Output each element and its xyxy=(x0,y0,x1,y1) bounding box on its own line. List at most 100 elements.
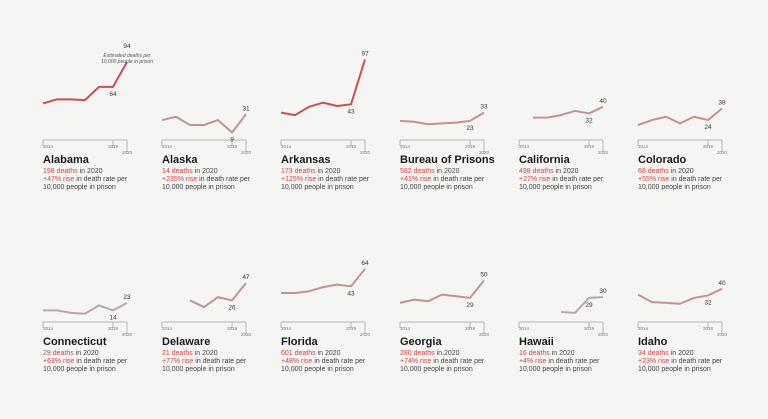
rise-line: +23% rise in death rate per xyxy=(638,358,756,366)
label-2020: 30 xyxy=(599,288,607,295)
series-line xyxy=(42,61,128,105)
per-line: 10,000 people in prison xyxy=(162,184,235,191)
rise-suffix: in death rate per xyxy=(431,358,485,365)
panel-title: Delaware xyxy=(162,336,211,348)
panel-delaware: 2014 2019 2020 26 47 Delaware 21 deaths in 20… xyxy=(161,222,281,402)
rise-suffix: in death rate per xyxy=(316,176,370,183)
x-tick-label: 2014 xyxy=(638,326,649,331)
panel-title: California xyxy=(519,154,570,166)
panel-title: Idaho xyxy=(638,336,668,348)
per-line: 10,000 people in prison xyxy=(400,366,473,373)
x-tick-label: 2014 xyxy=(281,144,292,149)
label-2019: 29 xyxy=(585,302,593,309)
deaths-count: 498 deaths xyxy=(519,168,554,175)
year-text: in 2020 xyxy=(553,168,579,175)
panel-text: Alaska 14 deaths in 2020 +235% rise in d… xyxy=(162,154,280,192)
rise-line: +48% rise in death rate per xyxy=(281,358,399,366)
year-text: in 2020 xyxy=(192,168,218,175)
rise-percent: +63% rise xyxy=(43,358,75,365)
per-line: 10,000 people in prison xyxy=(519,184,592,191)
series-line xyxy=(533,105,604,119)
series-line xyxy=(637,287,723,305)
year-text: in 2020 xyxy=(668,168,694,175)
panel-title: Arkansas xyxy=(281,154,331,166)
panel-alabama: 2014 2019 2020 64 94 Estimated deaths per 10,0… xyxy=(42,40,162,220)
rise-percent: +47% rise xyxy=(43,176,75,183)
rise-percent: +235% rise xyxy=(162,176,198,183)
deaths-count: 34 deaths xyxy=(638,350,669,357)
deaths-count: 68 deaths xyxy=(638,168,669,175)
annotation: Estimated deaths per xyxy=(103,53,151,59)
series-line xyxy=(399,279,485,304)
rise-suffix: in death rate per xyxy=(669,358,723,365)
panel-idaho: 2014 2019 2020 32 40 Idaho 34 deaths in 2020 … xyxy=(637,222,757,402)
x-tick-label: 2019 xyxy=(346,326,357,331)
panel-title: Bureau of Prisons xyxy=(400,154,495,166)
deaths-line: 29 deaths in 2020 xyxy=(43,350,161,358)
label-2020: 64 xyxy=(361,260,369,267)
label-2020: 40 xyxy=(718,280,726,287)
x-tick-label: 2014 xyxy=(519,144,530,149)
deaths-count: 280 deaths xyxy=(400,350,435,357)
per-line: 10,000 people in prison xyxy=(638,366,711,373)
panel-connecticut: 2014 2019 2020 14 23 Connecticut 29 deaths in… xyxy=(42,222,162,402)
series-line xyxy=(399,111,485,126)
panel-title: Florida xyxy=(281,336,318,348)
x-tick-label: 2020 xyxy=(598,150,609,155)
deaths-line: 173 deaths in 2020 xyxy=(281,168,399,176)
series-line xyxy=(43,302,128,315)
x-tick-label: 2020 xyxy=(717,150,728,155)
label-2019: 23 xyxy=(466,125,474,132)
label-2019: 26 xyxy=(228,304,236,311)
x-tick-label: 2019 xyxy=(465,144,476,149)
deaths-line: 21 deaths in 2020 xyxy=(162,350,280,358)
rise-line: +27% rise in death rate per xyxy=(519,176,637,184)
panel-georgia: 2014 2019 2020 29 50 Georgia 280 deaths in 20… xyxy=(399,222,519,402)
label-2019: 32 xyxy=(704,299,712,306)
year-text: in 2020 xyxy=(549,350,575,357)
year-text: in 2020 xyxy=(315,168,341,175)
label-2019: 29 xyxy=(466,302,474,309)
panel-hawaii: 2014 2019 2020 29 30 Hawaii 16 deaths in 2020… xyxy=(518,222,638,402)
deaths-line: 582 deaths in 2020 xyxy=(400,168,518,176)
x-tick-label: 2014 xyxy=(400,144,411,149)
x-tick-label: 2014 xyxy=(400,326,411,331)
rise-percent: +27% rise xyxy=(519,176,551,183)
panel-text: Bureau of Prisons 582 deaths in 2020 +41… xyxy=(400,154,518,192)
deaths-line: 198 deaths in 2020 xyxy=(43,168,161,176)
deaths-line: 280 deaths in 2020 xyxy=(400,350,518,358)
panel-title: Georgia xyxy=(400,336,442,348)
series-line xyxy=(161,113,247,134)
panel-text: Hawaii 16 deaths in 2020 +4% rise in dea… xyxy=(519,336,637,374)
x-tick-label: 2014 xyxy=(638,144,649,149)
x-tick-label: 2019 xyxy=(703,326,714,331)
rise-line: +55% rise in death rate per xyxy=(638,176,756,184)
rise-percent: +4% rise xyxy=(519,358,547,365)
per-line: 10,000 people in prison xyxy=(519,366,592,373)
panel-title: Colorado xyxy=(638,154,687,166)
per-line: 10,000 people in prison xyxy=(281,366,354,373)
year-text: in 2020 xyxy=(668,350,694,357)
x-tick-label: 2020 xyxy=(479,332,490,337)
per-line: 10,000 people in prison xyxy=(43,366,116,373)
x-tick-label: 2020 xyxy=(479,150,490,155)
x-tick-label: 2019 xyxy=(108,326,119,331)
x-tick-label: 2019 xyxy=(108,144,119,149)
x-tick-label: 2019 xyxy=(703,144,714,149)
panel-title: Hawaii xyxy=(519,336,554,348)
panel-california: 2014 2019 2020 32 40 California 498 deaths in… xyxy=(518,40,638,220)
x-tick-label: 2019 xyxy=(227,144,238,149)
panel-title: Alaska xyxy=(162,154,198,166)
label-2020: 50 xyxy=(480,272,488,279)
deaths-count: 21 deaths xyxy=(162,350,193,357)
per-line: 10,000 people in prison xyxy=(281,184,354,191)
per-line: 10,000 people in prison xyxy=(638,184,711,191)
label-2020: 38 xyxy=(718,99,726,106)
label-2020: 97 xyxy=(361,50,369,57)
